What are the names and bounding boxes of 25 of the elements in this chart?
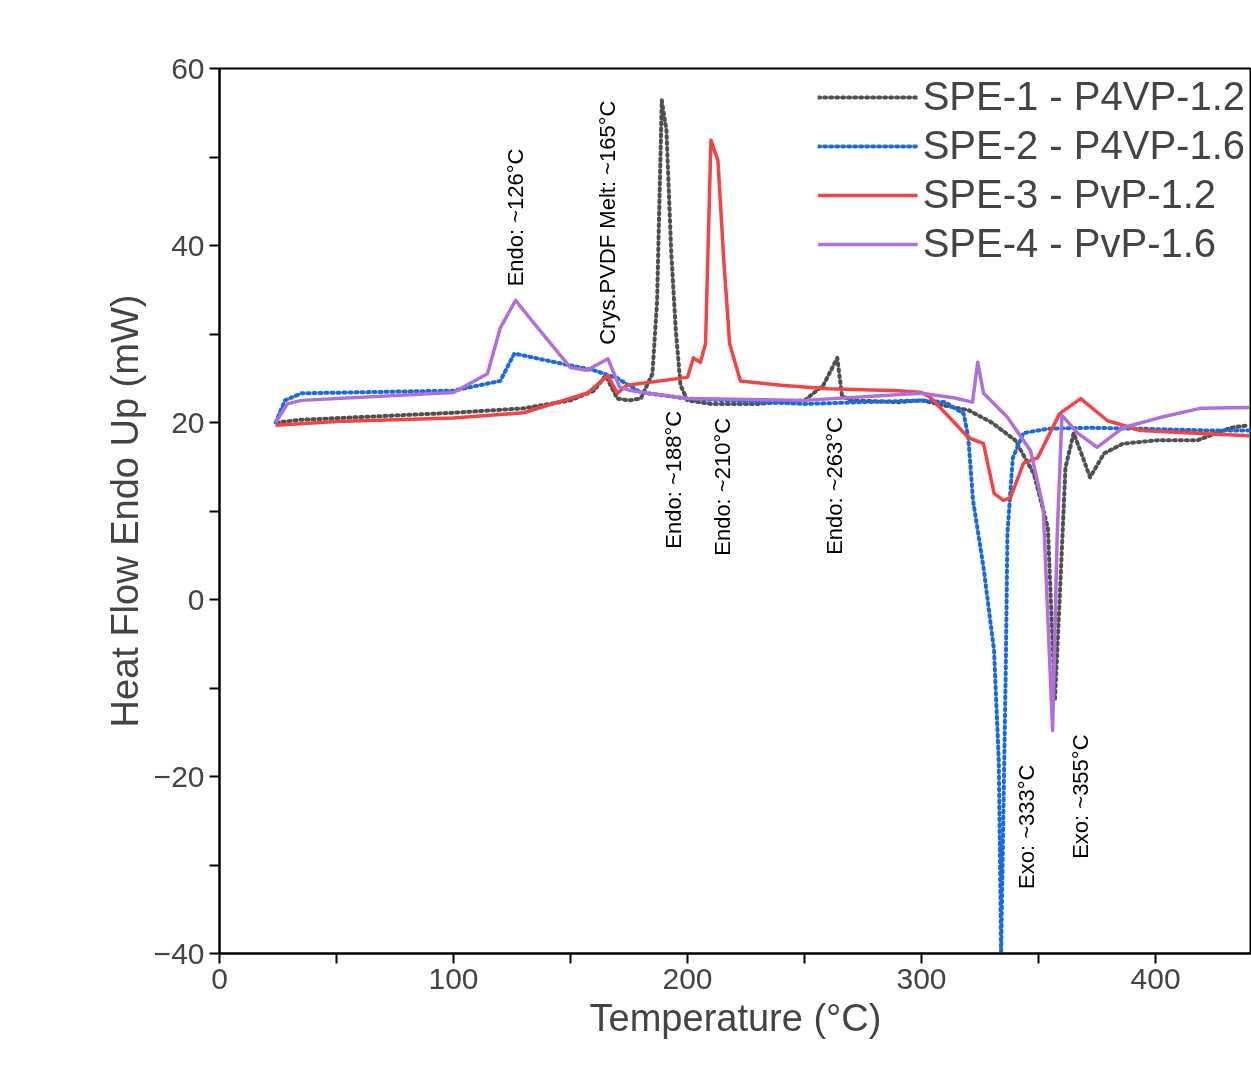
annotation: Endo: ~126°C bbox=[503, 148, 529, 287]
annotation: Endo: ~210°C bbox=[710, 417, 736, 556]
y-axis-title: Heat Flow Endo Up (mW) bbox=[103, 294, 146, 728]
x-tick-label: 300 bbox=[896, 961, 947, 995]
x-tick-label: 400 bbox=[1130, 961, 1181, 995]
y-tick-label: 0 bbox=[187, 582, 205, 616]
y-tick-label: 20 bbox=[171, 405, 205, 439]
legend-label: SPE-3 - PvP-1.2 bbox=[922, 172, 1217, 217]
annotation: Exo: ~355°C bbox=[1068, 734, 1094, 859]
x-tick-label: 100 bbox=[428, 961, 479, 995]
legend-label: SPE-4 - PvP-1.6 bbox=[922, 221, 1217, 266]
line-series bbox=[273, 351, 1251, 954]
x-axis-title: Temperature (°C) bbox=[589, 996, 882, 1039]
y-tick-label: 60 bbox=[171, 51, 205, 85]
x-tick-label: 200 bbox=[662, 961, 713, 995]
legend-label: SPE-1 - P4VP-1.2 bbox=[922, 74, 1245, 119]
legend-label: SPE-2 - P4VP-1.6 bbox=[922, 123, 1245, 168]
annotation: Endo: ~263°C bbox=[822, 416, 848, 555]
y-tick-label: −20 bbox=[153, 759, 205, 793]
y-tick-label: 40 bbox=[171, 228, 205, 262]
annotation: Crys.PVDF Melt: ~165°C bbox=[595, 100, 621, 345]
x-tick-label: 0 bbox=[211, 961, 228, 995]
annotation: Exo: ~333°C bbox=[1014, 764, 1040, 889]
annotation: Endo: ~188°C bbox=[660, 410, 686, 549]
y-tick-label: −40 bbox=[153, 936, 205, 970]
